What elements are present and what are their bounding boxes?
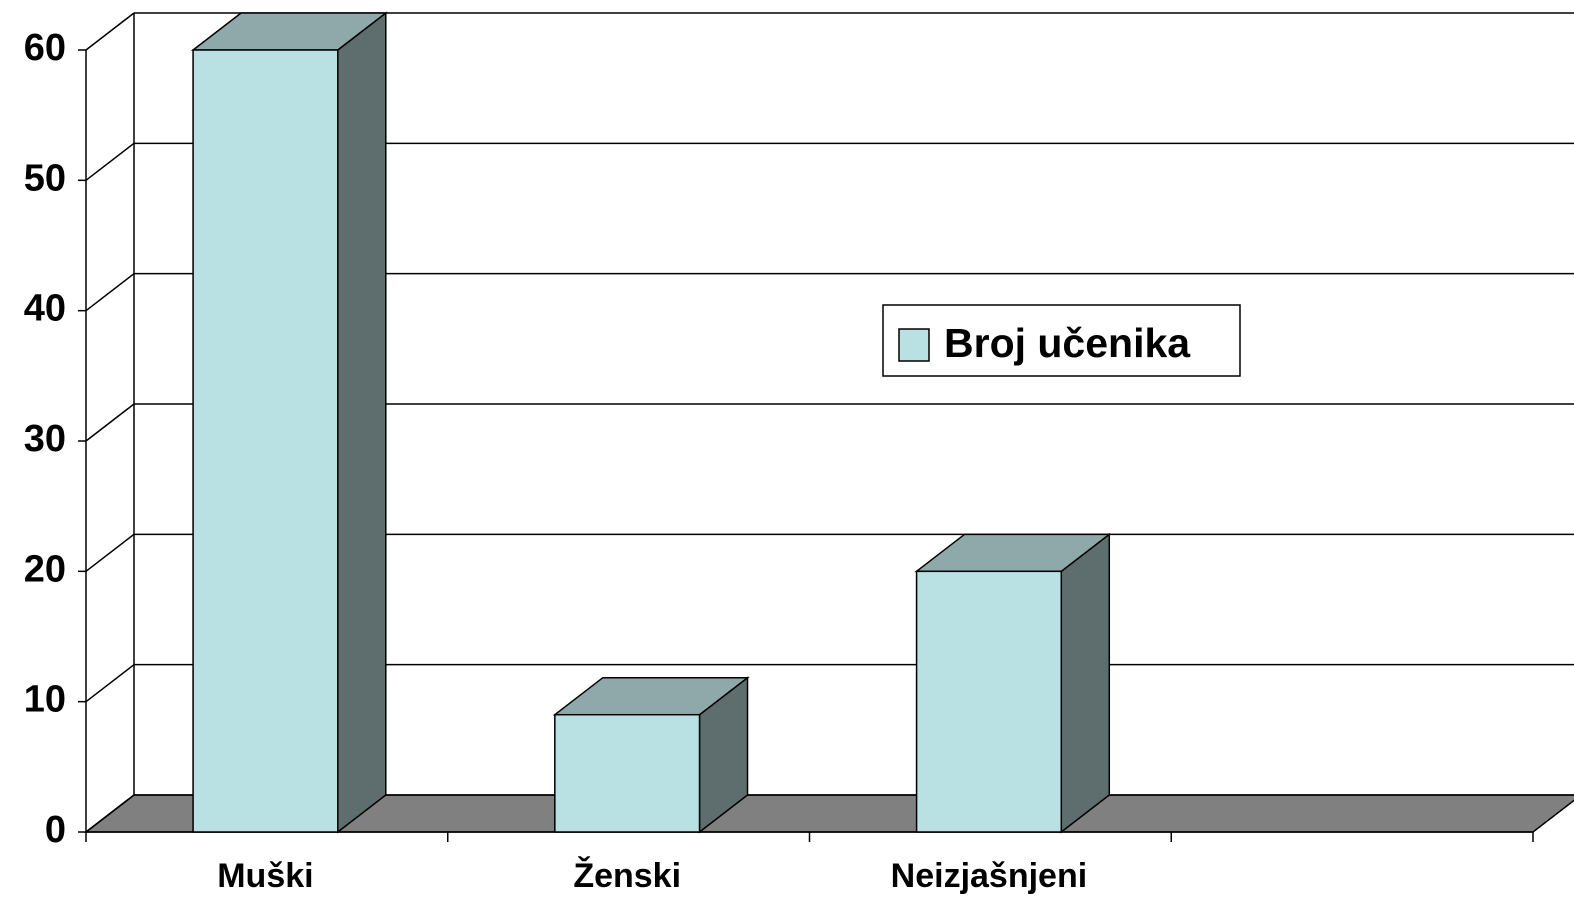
x-tick-label: Muški bbox=[217, 857, 313, 895]
legend-box bbox=[882, 304, 1241, 377]
y-tick-label: 0 bbox=[45, 809, 66, 851]
side-grid-line bbox=[85, 273, 135, 312]
x-tick-label: Ženski bbox=[573, 857, 681, 895]
side-grid-line bbox=[85, 533, 135, 572]
side-grid-line bbox=[85, 403, 135, 442]
bar-side bbox=[1060, 532, 1111, 834]
bar bbox=[915, 570, 1063, 833]
y-tick-label: 20 bbox=[24, 548, 66, 590]
y-tick-label: 60 bbox=[24, 27, 66, 69]
side-grid-line bbox=[85, 12, 135, 51]
side-grid-line bbox=[85, 142, 135, 181]
side-grid-line bbox=[85, 664, 135, 703]
legend-label: Broj učenika bbox=[944, 320, 1191, 366]
y-tick-label: 30 bbox=[24, 418, 66, 460]
y-tick-label: 50 bbox=[24, 157, 66, 199]
bar bbox=[192, 49, 339, 833]
x-tick-label: Neizjašnjeni bbox=[891, 857, 1088, 895]
bar-side bbox=[337, 11, 387, 834]
side-grid-line bbox=[85, 794, 135, 833]
y-tick-label: 10 bbox=[24, 679, 66, 721]
legend-swatch bbox=[898, 328, 930, 362]
y-tick-label: 40 bbox=[24, 288, 66, 330]
bar bbox=[554, 713, 701, 833]
